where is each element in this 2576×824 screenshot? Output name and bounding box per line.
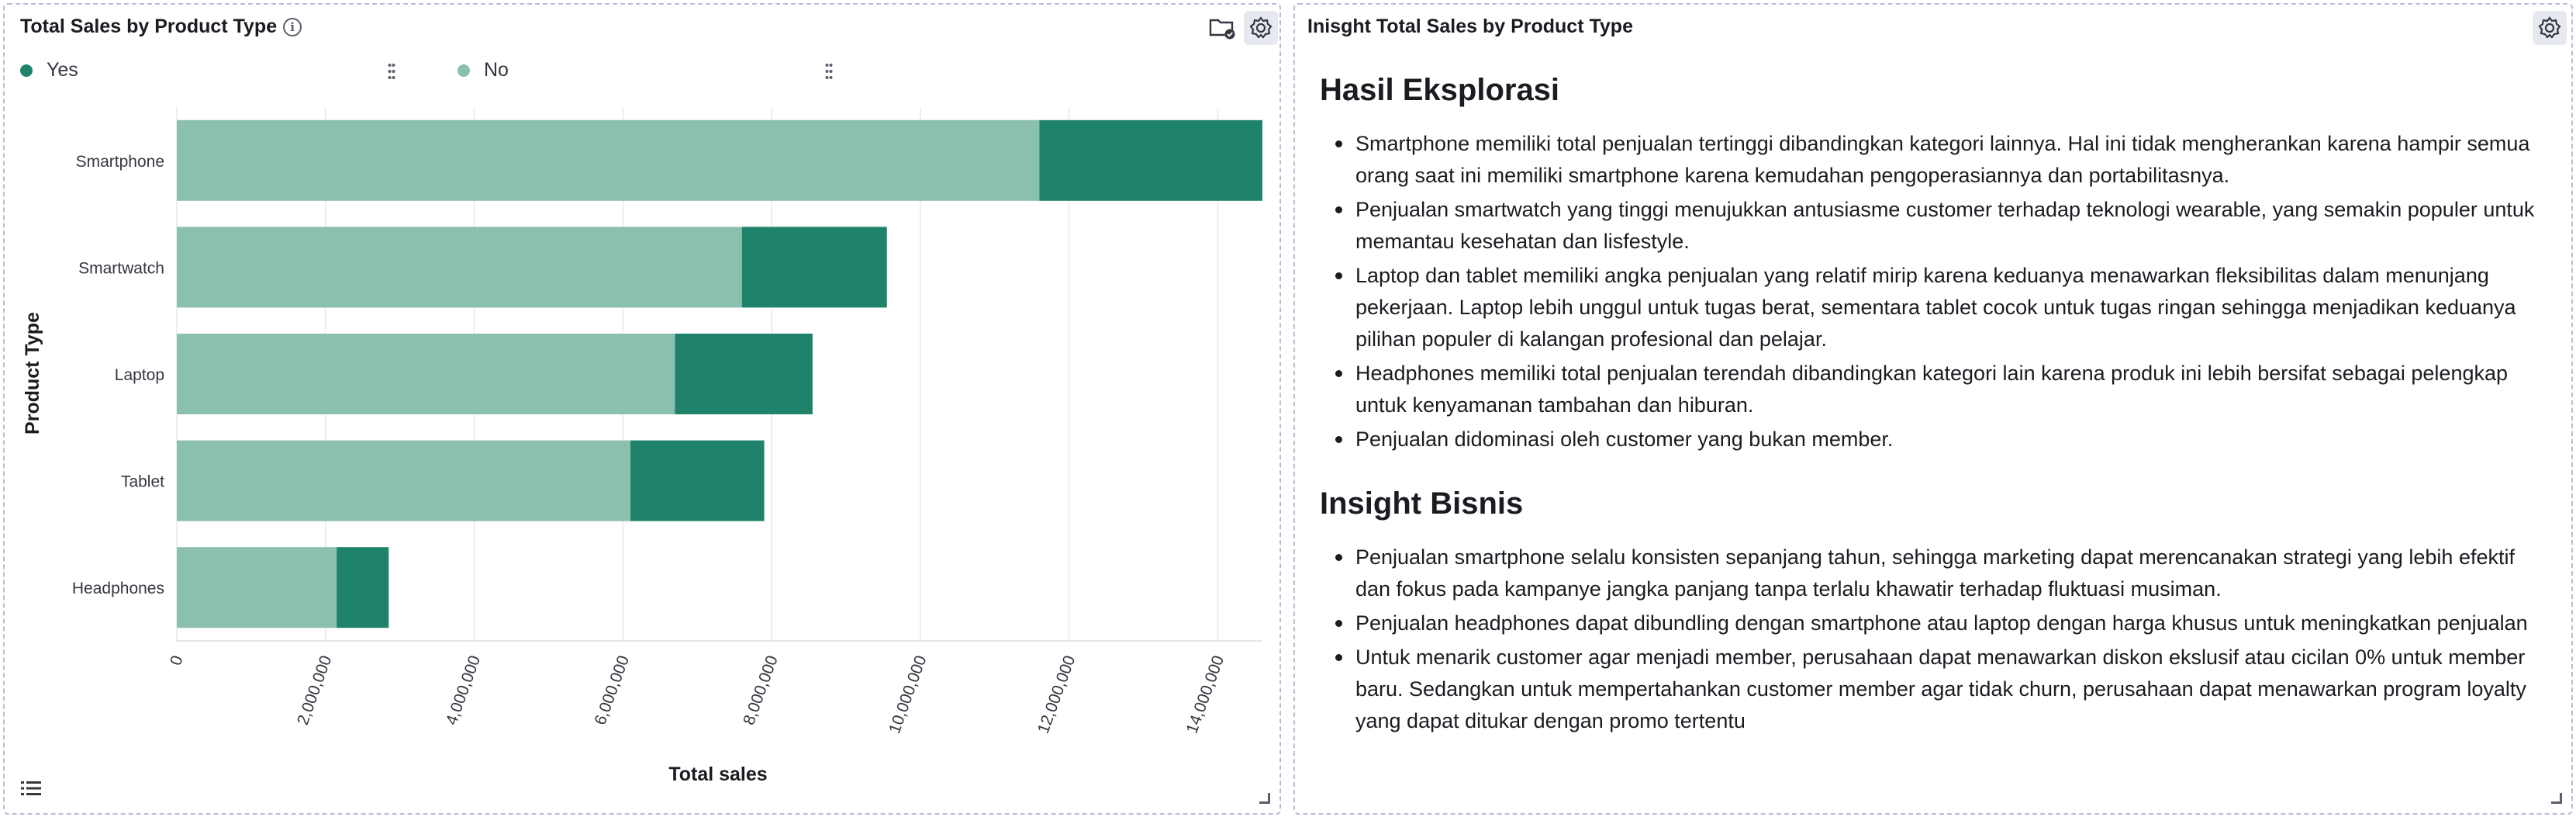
y-tick-label: Headphones [72,580,164,597]
bar-no-smartwatch[interactable] [177,227,742,308]
section-heading: Insight Bisnis [1320,486,1524,521]
list-item: Untuk menarik customer agar menjadi memb… [1320,642,2540,737]
x-tick-label: 6,000,000 [591,653,633,728]
section-heading: Hasil Eksplorasi [1320,73,1560,107]
x-tick-label: 4,000,000 [443,653,485,728]
chart-bars [177,119,1262,628]
bar-yes-laptop[interactable] [675,334,813,414]
bar-no-laptop[interactable] [177,334,675,414]
bar-yes-smartphone[interactable] [1039,119,1262,201]
chart-title-text: Total Sales by Product Type [20,16,278,37]
chart-legend: Yes No [19,59,872,87]
legend-dot-yes [20,64,33,77]
legend-item-no[interactable]: No [458,59,509,81]
chart-panel: Total Sales by Product Type i Yes No [3,3,1281,815]
list-item: Headphones memiliki total penjualan tere… [1320,358,2540,421]
bar-no-tablet[interactable] [177,440,630,521]
bar-no-smartphone[interactable] [177,119,1040,201]
y-tick-label: Tablet [121,473,164,491]
list-item: Penjualan headphones dapat dibundling de… [1320,608,2540,639]
y-tick-label: Smartphone [76,153,164,171]
insight-list: Smartphone memiliki total penjualan tert… [1320,128,2540,455]
insight-panel-title: Inisght Total Sales by Product Type [1307,16,1633,37]
x-tick-label: 14,000,000 [1183,653,1228,736]
list-item: Penjualan smartphone selalu konsisten se… [1320,542,2540,605]
x-tick-label: 0 [167,653,187,668]
x-tick-label: 12,000,000 [1034,653,1079,736]
legend-drag-handle-icon[interactable] [388,62,395,81]
x-tick-label: 10,000,000 [886,653,931,736]
x-axis-ticks: 0 2,000,000 4,000,000 6,000,000 8,000,000 10,… [167,653,1228,736]
list-item: Laptop dan tablet memiliki angka penjual… [1320,260,2540,355]
insight-panel: Inisght Total Sales by Product Type Hasi… [1293,3,2573,815]
legend-dot-no [458,64,470,77]
legend-label-no: No [484,59,509,81]
resize-handle[interactable] [2551,793,2562,804]
bar-yes-headphones[interactable] [337,547,389,628]
x-axis-label: Total sales [668,763,767,785]
y-axis-label: Product Type [22,312,43,435]
y-tick-label: Laptop [115,366,164,384]
y-axis-ticks: Smartphone Smartwatch Laptop Tablet Headphon… [72,153,164,597]
bar-chart: Smartphone Smartwatch Laptop Tablet Headphon… [22,107,1262,785]
folder-check-icon[interactable] [1205,11,1239,45]
legend-label-yes: Yes [47,59,78,81]
legend-item-yes[interactable]: Yes [20,59,78,81]
x-tick-label: 2,000,000 [294,653,336,728]
gear-icon[interactable] [1244,11,1278,45]
list-item: Smartphone memiliki total penjualan tert… [1320,128,2540,192]
list-icon[interactable] [16,773,47,804]
info-icon[interactable]: i [283,17,302,36]
x-tick-label: 8,000,000 [740,653,782,728]
list-item: Penjualan didominasi oleh customer yang … [1320,424,2540,455]
list-item: Penjualan smartwatch yang tinggi menujuk… [1320,194,2540,258]
gear-icon[interactable] [2533,11,2567,45]
chart-panel-title: Total Sales by Product Type i [20,16,302,38]
legend-drag-handle-icon[interactable] [825,62,833,81]
y-tick-label: Smartwatch [78,259,164,277]
insight-list: Penjualan smartphone selalu konsisten se… [1320,542,2540,737]
insight-content: Hasil Eksplorasi Smartphone memiliki tot… [1320,73,2540,739]
bar-yes-tablet[interactable] [630,440,765,521]
bar-no-headphones[interactable] [177,547,337,628]
resize-handle[interactable] [1259,793,1270,804]
bar-yes-smartwatch[interactable] [741,227,887,308]
